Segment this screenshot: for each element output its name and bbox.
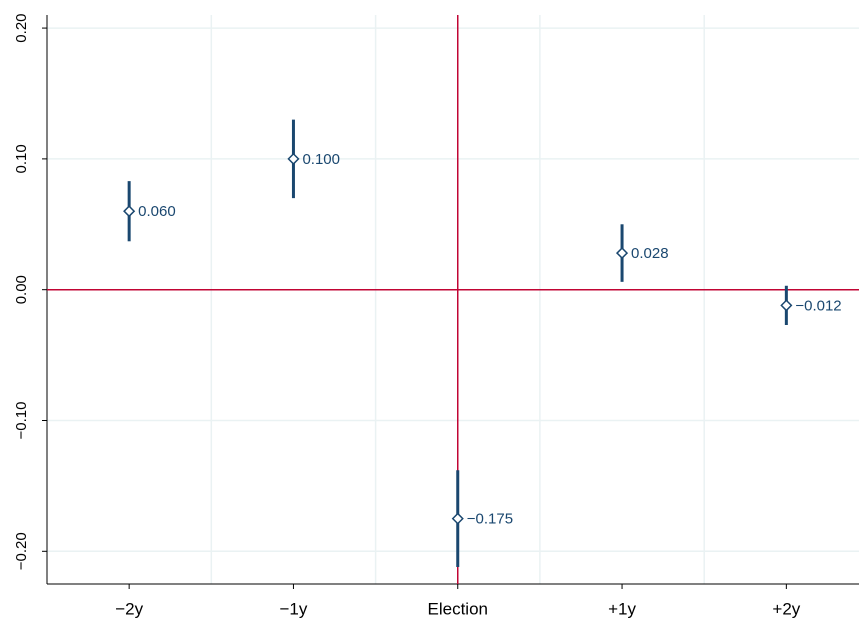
point <box>287 152 300 165</box>
data-label: 0.060 <box>138 203 176 220</box>
x-tick-label: −2y <box>115 599 143 618</box>
point <box>451 512 464 525</box>
data-label: −0.012 <box>795 297 841 314</box>
data-label: 0.100 <box>302 151 340 168</box>
data-label: 0.028 <box>631 245 669 262</box>
data-label: −0.175 <box>467 511 513 528</box>
x-tick-label: Election <box>428 599 488 618</box>
y-tick-label: −0.20 <box>13 532 30 570</box>
x-tick-label: −1y <box>280 599 308 618</box>
x-tick-label: +1y <box>608 599 636 618</box>
point <box>123 205 136 218</box>
y-tick-label: −0.10 <box>13 402 30 440</box>
y-tick-label: 0.10 <box>13 144 30 173</box>
point <box>780 299 793 312</box>
x-tick-label: +2y <box>772 599 800 618</box>
point <box>615 247 629 260</box>
y-tick-label: 0.00 <box>13 275 30 304</box>
y-tick-label: 0.20 <box>13 13 30 42</box>
